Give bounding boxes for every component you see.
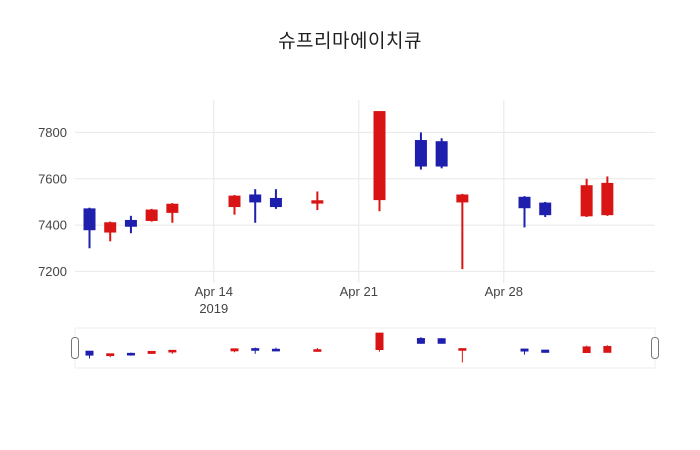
candle-body — [416, 338, 425, 344]
candle-body — [373, 111, 386, 201]
candle-body — [147, 350, 156, 354]
candle-body — [375, 332, 384, 351]
axis-tick-labels: 7200 7400 7600 7800 Apr 14 2019 Apr 21 Apr 28 — [38, 125, 523, 316]
candle-body — [435, 141, 448, 167]
candle-body — [311, 200, 324, 204]
candle-body — [168, 349, 177, 353]
candle-body — [603, 345, 612, 353]
range-slider-track[interactable] — [74, 327, 656, 369]
x-tick-label: Apr 28 — [485, 284, 523, 299]
range-slider[interactable] — [71, 327, 659, 369]
candle-body — [541, 349, 550, 353]
candle-body — [166, 203, 179, 213]
candle-body — [520, 348, 529, 352]
candle-body — [85, 350, 94, 356]
y-tick-label: 7400 — [38, 218, 67, 233]
candle-body — [83, 208, 96, 231]
range-slider-left-handle[interactable] — [71, 337, 79, 359]
main-candles — [83, 111, 614, 270]
y-tick-label: 7600 — [38, 171, 67, 186]
candle-body — [124, 219, 137, 227]
x-tick-label: Apr 21 — [340, 284, 378, 299]
y-tick-label: 7800 — [38, 125, 67, 140]
candle-body — [601, 182, 614, 216]
candle-body — [104, 222, 117, 233]
candle-body — [518, 196, 531, 209]
candle-body — [539, 202, 552, 216]
candle-body — [580, 185, 593, 217]
candle-body — [456, 194, 469, 203]
gridlines — [75, 100, 655, 283]
x-tick-sublabel: 2019 — [199, 301, 228, 316]
candle-body — [313, 349, 322, 352]
candle-body — [251, 348, 260, 351]
candle-body — [228, 195, 241, 208]
candle-body — [230, 348, 239, 352]
x-tick-label: Apr 14 — [195, 284, 233, 299]
candle-body — [271, 348, 280, 352]
candle-body — [249, 194, 262, 203]
candle-body — [145, 209, 158, 221]
candle-body — [437, 338, 446, 344]
candle-body — [269, 197, 282, 208]
range-slider-right-handle[interactable] — [651, 337, 659, 359]
candle-body — [414, 140, 427, 167]
candle-body — [106, 353, 115, 357]
candle-body — [458, 348, 467, 351]
candle-body — [582, 346, 591, 354]
chart-title: 슈프리마에이치큐 — [278, 31, 422, 52]
y-tick-label: 7200 — [38, 264, 67, 279]
candle-body — [126, 352, 135, 356]
